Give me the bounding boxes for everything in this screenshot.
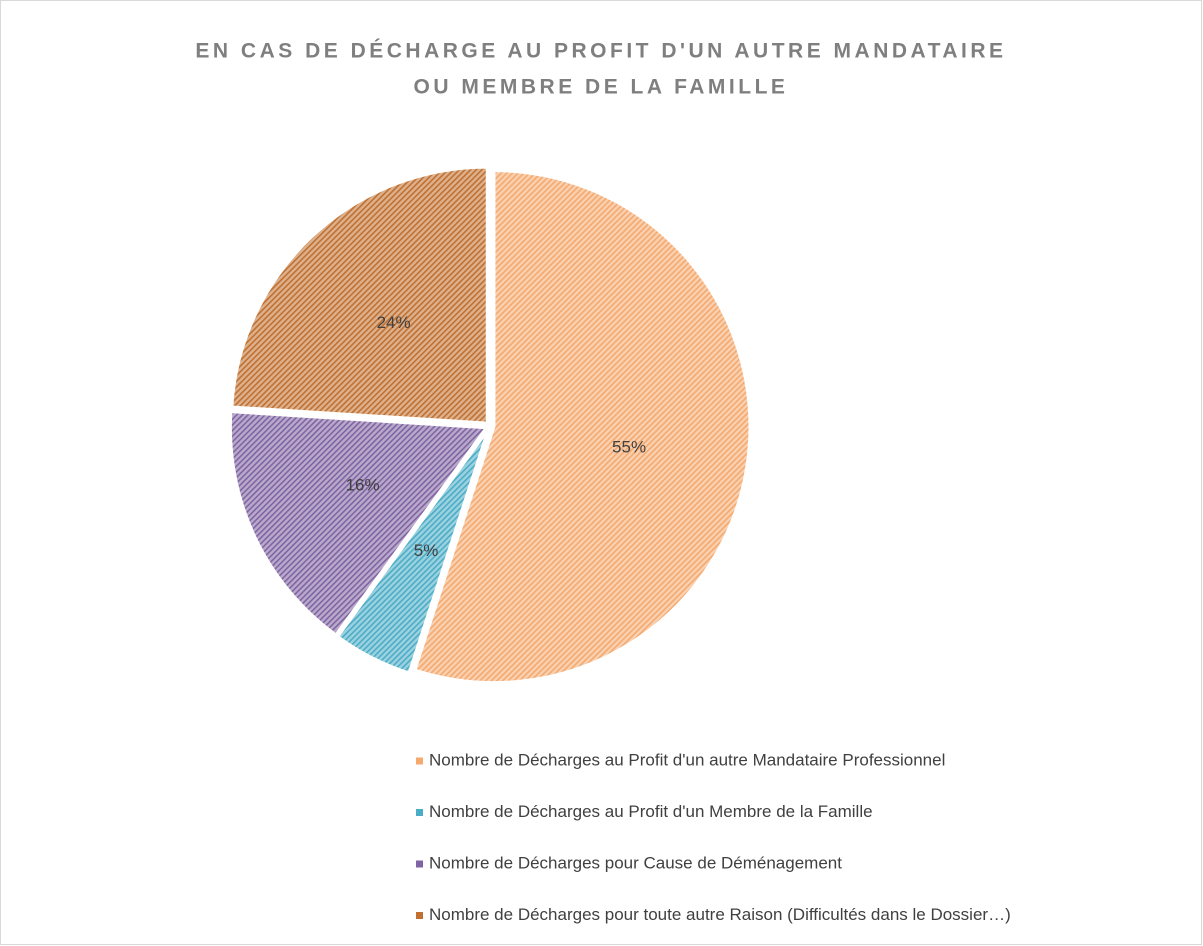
chart-title: OU MEMBRE DE LA FAMILLE [414, 76, 789, 99]
legend-label: Nombre de Décharges au Profit d'un Membr… [429, 802, 873, 821]
data-label: 24% [377, 313, 411, 332]
pie-slice [335, 428, 490, 675]
legend-label: Nombre de Décharges pour Cause de Déména… [429, 853, 842, 872]
pie-slice [230, 165, 489, 425]
chart-title: EN CAS DE DÉCHARGE AU PROFIT D'UN AUTRE … [195, 40, 1006, 63]
legend-marker [416, 809, 423, 816]
data-label: 5% [414, 541, 439, 560]
legend-label: Nombre de Décharges pour toute autre Rai… [429, 905, 1011, 924]
legend-marker [416, 860, 423, 868]
data-label: 55% [612, 438, 646, 457]
data-label: 16% [346, 475, 380, 494]
pie-slice [412, 169, 752, 685]
legend-label: Nombre de Décharges au Profit d'un autre… [429, 750, 945, 769]
legend-marker [416, 912, 423, 919]
pie-slice [228, 410, 490, 637]
legend-marker [416, 757, 423, 765]
